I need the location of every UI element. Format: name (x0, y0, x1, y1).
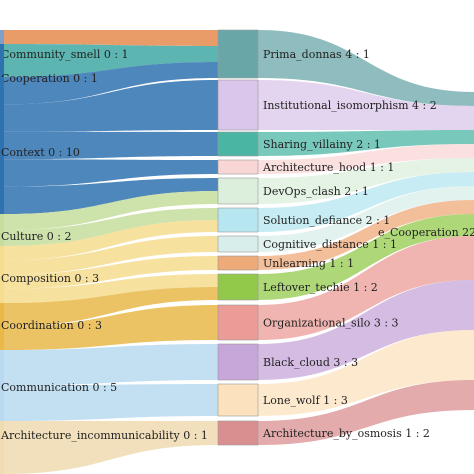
left-node-label-context: Context 0 : 10 (1, 146, 80, 159)
left-node-community_smell (0, 30, 4, 44)
link-context-to-institutional_isomorphism (4, 80, 218, 132)
link-sharing_villainy-to-e_cooperation (258, 130, 474, 156)
middle-node-label-black_cloud: Black_cloud 3 : 3 (263, 356, 358, 369)
middle-node-label-leftover_techie: Leftover_techie 1 : 2 (263, 281, 378, 294)
left-node-label-composition: Composition 0 : 3 (1, 272, 99, 285)
left-node-context (0, 77, 4, 214)
middle-node-sharing_villainy (217, 131, 259, 157)
link-community_smell-to-prima_donnas (4, 30, 218, 46)
link-cooperation-to-prima_donnas (4, 44, 218, 77)
link-context-to-prima_donnas (4, 62, 218, 105)
link-coordination-to-leftover_techie (4, 287, 218, 327)
middle-node-lone_wolf (217, 383, 259, 417)
link-communication-to-lone_wolf (4, 384, 218, 421)
left-node-label-coordination: Coordination 0 : 3 (1, 319, 102, 332)
middle-node-black_cloud (217, 343, 259, 381)
link-cognitive_distance-to-e_cooperation (258, 186, 474, 252)
link-context-to-architecture_hood (4, 159, 218, 187)
left-node-cooperation (0, 44, 4, 77)
left-node-architecture_incommunicability (0, 421, 4, 474)
link-prima_donnas-to-e_cooperation (258, 30, 474, 106)
link-culture-to-devops_clash (4, 191, 218, 230)
middle-node-leftover_techie (217, 273, 259, 301)
right-node: e_Cooperation 22 (378, 226, 474, 239)
middle-node-label-unlearning: Unlearning 1 : 1 (263, 257, 354, 270)
middle-node-organizational_silo (217, 304, 259, 341)
middle-node-architecture_hood (217, 159, 259, 175)
link-leftover_techie-to-e_cooperation (258, 214, 474, 300)
middle-node-label-architecture_by_osmosis: Architecture_by_osmosis 1 : 2 (262, 427, 430, 440)
link-culture-to-solution_defiance (4, 208, 218, 246)
left-node-culture (0, 214, 4, 246)
middle-node-label-lone_wolf: Lone_wolf 1 : 3 (263, 394, 348, 407)
left-node-label-communication: Communication 0 : 5 (1, 381, 117, 394)
middle-node-label-devops_clash: DevOps_clash 2 : 1 (263, 185, 369, 198)
middle-node-prima_donnas (217, 29, 259, 79)
link-context-to-sharing_villainy (4, 131, 218, 160)
middle-node-institutional_isomorphism (217, 79, 259, 131)
link-composition-to-unlearning (4, 256, 218, 289)
link-lone_wolf-to-e_cooperation (258, 330, 474, 416)
link-architecture_incommunicability-to-architecture_by_osmosis (4, 421, 218, 474)
incoming-links (4, 30, 218, 474)
middle-node-label-organizational_silo: Organizational_silo 3 : 3 (263, 317, 399, 330)
left-node-label-community_smell: Community_smell 0 : 1 (1, 48, 129, 61)
middle-node-devops_clash (217, 177, 259, 205)
link-composition-to-solution_defiance (4, 220, 218, 261)
link-black_cloud-to-e_cooperation (258, 280, 474, 380)
link-composition-to-cognitive_distance (4, 236, 218, 275)
right-node-label: e_Cooperation 22 (378, 226, 474, 239)
middle-node-label-institutional_isomorphism: Institutional_isomorphism 4 : 2 (263, 99, 437, 112)
outgoing-links (258, 30, 474, 445)
middle-node-solution_defiance (217, 207, 259, 233)
left-node-composition (0, 246, 4, 303)
left-node-label-cooperation: Cooperation 0 : 1 (1, 72, 98, 85)
left-node-label-architecture_incommunicability: Architecture_incommunicability 0 : 1 (0, 429, 208, 442)
link-composition-to-leftover_techie (4, 274, 218, 303)
left-nodes: Community_smell 0 : 1 Cooperation 0 : 1 Co… (0, 30, 208, 474)
link-coordination-to-organizational_silo (4, 305, 218, 350)
middle-node-label-prima_donnas: Prima_donnas 4 : 1 (263, 48, 370, 61)
left-node-communication (0, 350, 4, 421)
link-unlearning-to-e_cooperation (258, 200, 474, 270)
link-solution_defiance-to-e_cooperation (258, 172, 474, 232)
middle-node-label-architecture_hood: Architecture_hood 1 : 1 (262, 161, 394, 174)
middle-nodes: Prima_donnas 4 : 1 Institutional_isomorph… (217, 29, 437, 446)
link-architecture_hood-to-e_cooperation (258, 144, 474, 174)
link-organizational_silo-to-e_cooperation (258, 236, 474, 340)
middle-node-label-sharing_villainy: Sharing_villainy 2 : 1 (263, 138, 381, 151)
middle-node-label-solution_defiance: Solution_defiance 2 : 1 (263, 214, 390, 227)
link-communication-to-black_cloud (4, 344, 218, 386)
middle-node-architecture_by_osmosis (217, 420, 259, 446)
left-node-coordination (0, 303, 4, 350)
middle-node-cognitive_distance (217, 235, 259, 253)
link-context-to-devops_clash (4, 178, 218, 214)
link-institutional_isomorphism-to-e_cooperation (258, 80, 474, 130)
middle-node-unlearning (217, 255, 259, 271)
link-devops_clash-to-e_cooperation (258, 158, 474, 204)
left-node-label-culture: Culture 0 : 2 (1, 230, 72, 243)
link-architecture_by_osmosis-to-e_cooperation (258, 380, 474, 445)
middle-node-label-cognitive_distance: Cognitive_distance 1 : 1 (263, 238, 397, 251)
